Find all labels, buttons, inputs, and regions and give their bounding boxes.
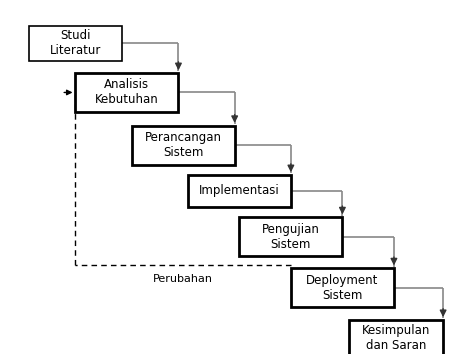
Bar [75, 73, 178, 112]
Text: Pengujian
Sistem: Pengujian Sistem [262, 223, 320, 251]
Bar [188, 175, 291, 207]
Text: Perancangan
Sistem: Perancangan Sistem [145, 131, 222, 159]
Text: Implementasi: Implementasi [199, 184, 280, 197]
Bar [349, 320, 443, 355]
Bar [239, 217, 342, 256]
Text: Analisis
Kebutuhan: Analisis Kebutuhan [95, 78, 159, 106]
Bar [28, 26, 122, 61]
Bar [132, 126, 235, 165]
Text: Perubahan: Perubahan [153, 274, 213, 284]
Text: Deployment
Sistem: Deployment Sistem [306, 274, 379, 302]
Text: Studi
Literatur: Studi Literatur [50, 29, 101, 57]
Bar [291, 268, 394, 307]
Text: Kesimpulan
dan Saran: Kesimpulan dan Saran [362, 324, 430, 352]
